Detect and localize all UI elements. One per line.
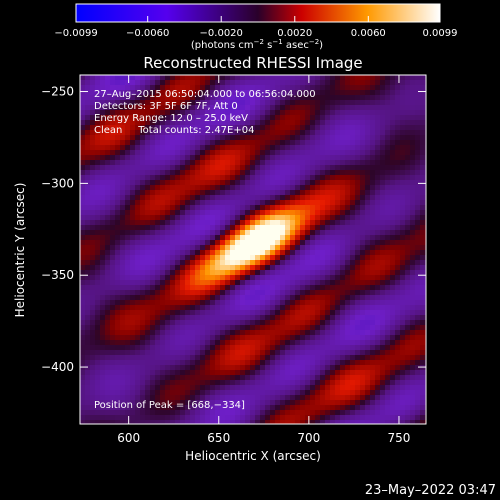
- colorbar-tick-label: −0.0020: [200, 28, 243, 39]
- x-tick-label: 650: [207, 431, 230, 445]
- heatmap-image: [80, 75, 426, 424]
- annotation-time-range: 27–Aug–2015 06:50:04.000 to 06:56:04.000: [94, 89, 316, 100]
- annotation-block: 27–Aug–2015 06:50:04.000 to 06:56:04.000…: [94, 89, 316, 136]
- x-axis-label: Heliocentric X (arcsec): [185, 449, 321, 463]
- colorbar: [75, 3, 441, 23]
- axis-ticks: 600 650 700 750 −250 −300 −350 −400: [41, 75, 426, 445]
- colorbar-tick-label: −0.0099: [54, 28, 97, 39]
- x-tick-label: 750: [388, 431, 411, 445]
- peak-position-label: Position of Peak = [668,−334]: [94, 400, 245, 411]
- colorbar-tick-label: 0.0099: [423, 28, 458, 39]
- generation-timestamp: 23–May–2022 03:47: [365, 483, 496, 498]
- y-tick-label: −400: [41, 360, 74, 374]
- x-tick-label: 700: [297, 431, 320, 445]
- colorbar-tick-label: −0.0060: [126, 28, 169, 39]
- annotation-detectors: Detectors: 3F 5F 6F 7F, Att 0: [94, 101, 238, 112]
- y-tick-label: −300: [41, 176, 74, 190]
- colorbar-unit-label: (photons cm−2 s−1 asec−2): [191, 38, 323, 51]
- colorbar-tick-label: 0.0020: [277, 28, 312, 39]
- y-tick-label: −250: [41, 85, 74, 99]
- plot-frame: [79, 74, 427, 425]
- x-tick-label: 600: [117, 431, 140, 445]
- annotation-clean-counts: Clean Total counts: 2.47E+04: [94, 125, 254, 136]
- colorbar-ticks: −0.0099 −0.0060 −0.0020 0.0020 0.0060 0.0099: [54, 16, 458, 39]
- y-tick-label: −350: [41, 268, 74, 282]
- annotation-energy-range: Energy Range: 12.0 – 25.0 keV: [94, 113, 248, 124]
- colorbar-tick-label: 0.0060: [351, 28, 386, 39]
- y-axis-label: Heliocentric Y (arcsec): [13, 183, 27, 318]
- chart-title: Reconstructed RHESSI Image: [143, 54, 362, 72]
